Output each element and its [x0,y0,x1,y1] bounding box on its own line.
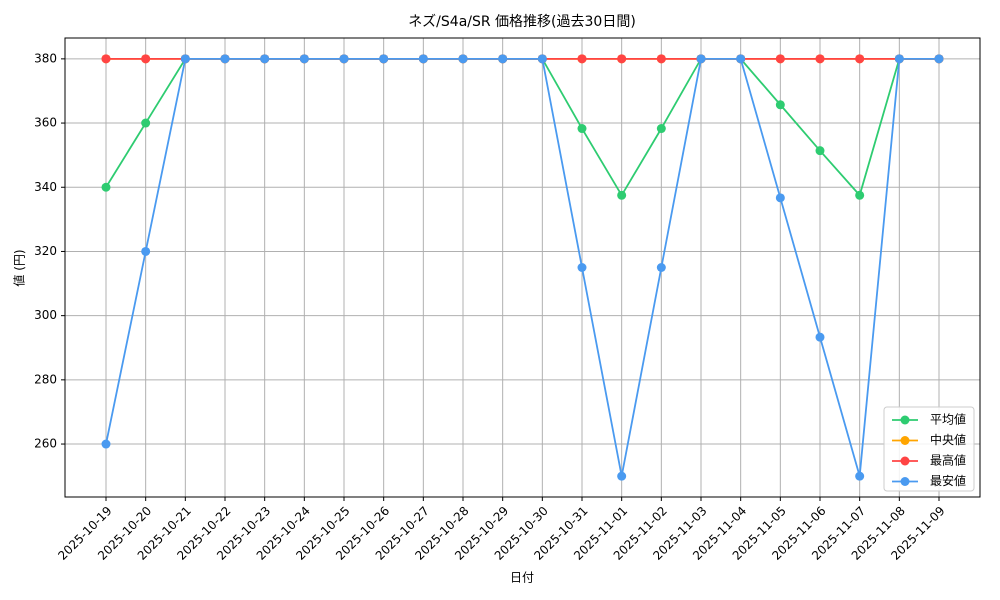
data-point [418,54,428,64]
data-point [656,54,666,64]
legend-marker [900,436,910,445]
legend-label: 最高値 [930,453,966,468]
legend-marker [900,477,910,486]
data-point [815,332,825,342]
data-point [855,54,865,64]
data-point [736,54,746,64]
y-tick-label: 280 [34,372,57,386]
data-point [101,54,111,64]
legend-marker [900,415,910,425]
data-point [855,190,865,200]
x-axis-label: 日付 [510,571,534,585]
data-point [696,54,706,64]
plot-frame [64,37,981,498]
y-tick-label: 300 [34,308,57,322]
data-point [617,54,627,64]
data-point [141,54,151,64]
data-point [379,54,389,64]
data-point [656,124,666,134]
y-axis-label: 値 (円) [12,249,27,286]
data-point [815,146,825,156]
data-point [260,54,270,64]
data-point [775,100,785,110]
legend-label: 最安値 [930,473,966,488]
y-tick-label: 360 [34,116,57,130]
series-line [105,57,939,198]
data-point [101,182,111,192]
data-point [458,54,468,64]
y-tick-label: 380 [34,51,57,65]
legend-marker [900,456,910,466]
legend-label: 平均値 [930,412,966,427]
data-point [141,246,151,256]
data-point [498,54,508,64]
data-point [577,263,587,272]
data-point [815,54,825,64]
data-point [339,54,349,64]
y-tick-label: 340 [34,180,57,194]
data-point [934,54,944,64]
data-point [577,54,587,64]
y-tick-label: 320 [34,244,57,258]
data-point [577,124,587,134]
data-point [141,118,151,128]
data-point [775,193,785,203]
data-point [894,54,904,64]
data-point [299,54,309,64]
data-point [180,54,190,64]
data-point [101,439,111,449]
data-point [775,54,785,64]
legend-box [883,406,975,492]
data-point [656,263,666,272]
y-tick-label: 260 [34,437,57,451]
legend-label: 中央値 [930,432,966,447]
data-point [537,54,547,64]
data-point [617,471,627,481]
data-point [617,190,627,200]
data-point [220,54,230,64]
series-line [105,57,939,477]
data-point [855,471,865,481]
chart-title: ネズ/S4a/SR 価格推移(過去30日間) [408,14,636,30]
